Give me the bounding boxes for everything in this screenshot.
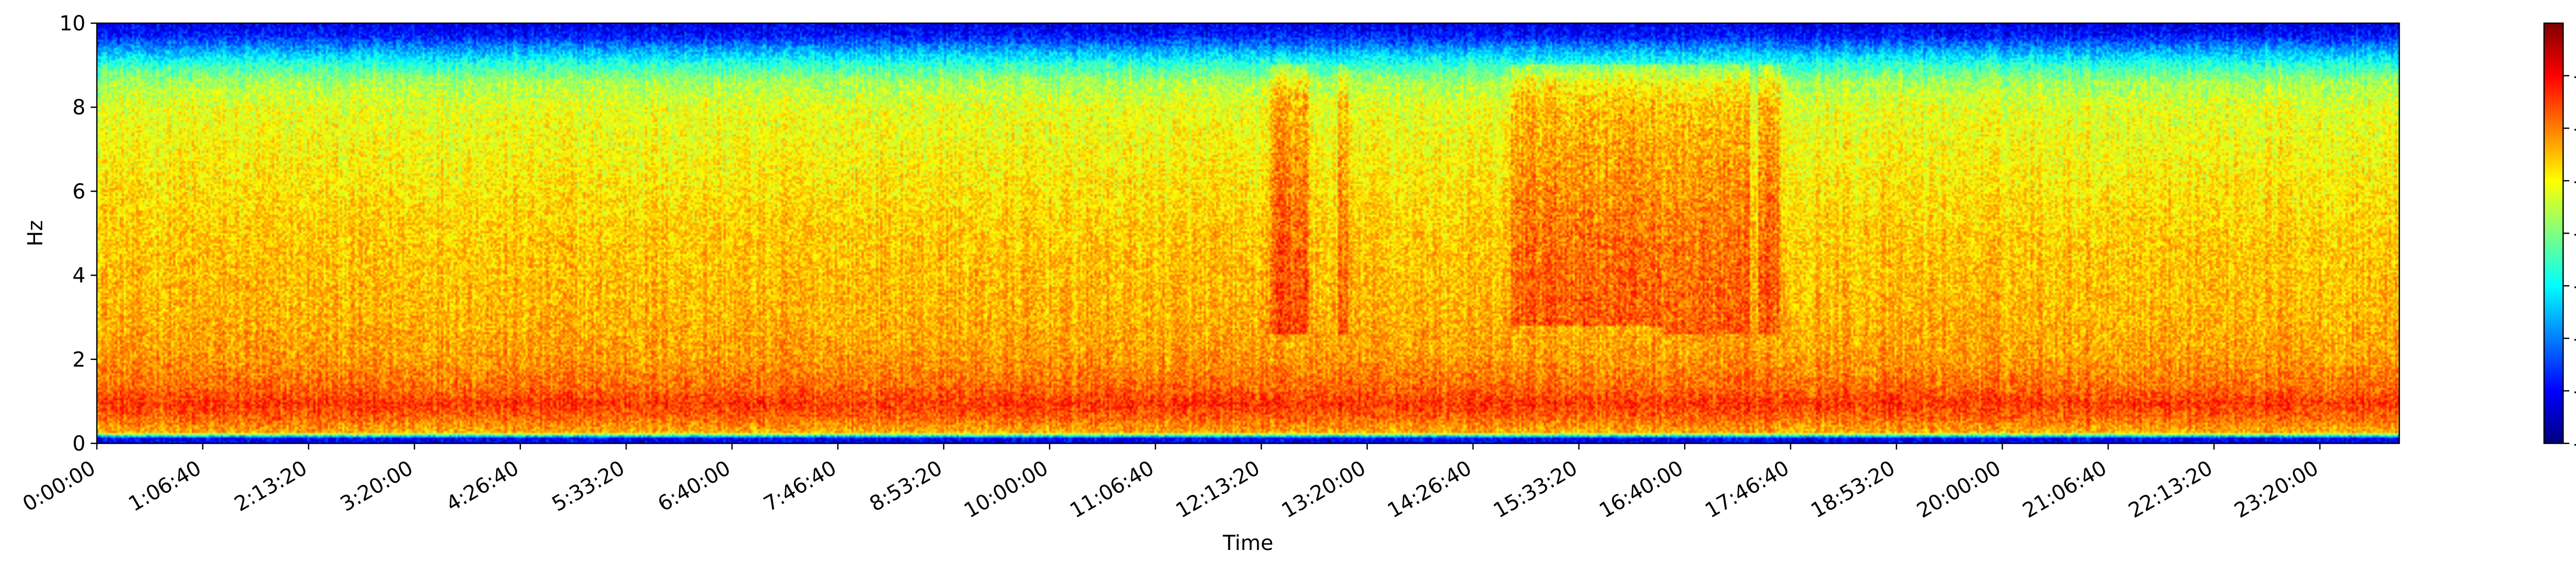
- y-tick-label: 2: [73, 348, 86, 372]
- x-tick-label: 14:26:40: [1384, 456, 1476, 523]
- colorbar-tick-label: -10 dB: [2573, 64, 2576, 88]
- x-tick-label: 11:06:40: [1066, 456, 1158, 523]
- y-tick-label: 10: [59, 12, 86, 36]
- x-axis-label: Time: [1223, 531, 1274, 555]
- x-tick-label: 20:00:00: [1913, 456, 2005, 523]
- spectrogram-heatmap: [97, 23, 2399, 443]
- y-tick-label: 0: [73, 432, 86, 456]
- x-tick-label: 10:00:00: [960, 456, 1053, 523]
- x-tick-label: 1:06:40: [125, 456, 206, 516]
- x-tick-label: 2:13:20: [230, 456, 311, 516]
- y-tick-label: 8: [73, 96, 86, 119]
- x-tick-label: 0:00:00: [19, 456, 99, 516]
- colorbar-tick-label: -40 dB: [2573, 222, 2576, 246]
- colorbar-tick-label: -20 dB: [2573, 117, 2576, 141]
- x-tick-label: 4:26:40: [442, 456, 523, 516]
- plot-frame: [96, 22, 2400, 444]
- x-tick-label: 7:46:40: [760, 456, 841, 516]
- colorbar-tick-label: -60 dB: [2573, 327, 2576, 351]
- colorbar-tick-label: -70 dB: [2573, 380, 2576, 403]
- x-tick-label: 17:46:40: [1701, 456, 1793, 523]
- x-tick-label: 5:33:20: [548, 456, 629, 516]
- y-tick-label: 6: [73, 180, 86, 203]
- colorbar-gradient: [2544, 23, 2563, 443]
- y-tick-label: 4: [73, 264, 86, 288]
- x-tick-label: 18:53:20: [1807, 456, 1899, 523]
- colorbar-tick-label: -30 dB: [2573, 169, 2576, 193]
- x-tick-label: 16:40:00: [1595, 456, 1687, 523]
- x-tick-label: 23:20:00: [2230, 456, 2323, 523]
- x-tick-label: 15:33:20: [1489, 456, 1582, 523]
- colorbar-tick-label: -80 dB: [2573, 432, 2576, 456]
- colorbar-frame: [2543, 22, 2564, 444]
- x-tick-label: 6:40:00: [654, 456, 735, 516]
- y-axis-label: Hz: [24, 220, 47, 246]
- x-tick-label: 12:13:20: [1172, 456, 1264, 523]
- x-tick-label: 3:20:00: [336, 456, 417, 516]
- colorbar-tick-label: -50 dB: [2573, 274, 2576, 298]
- x-tick-label: 21:06:40: [2019, 456, 2111, 523]
- x-tick-label: 22:13:20: [2125, 456, 2217, 523]
- x-tick-label: 8:53:20: [866, 456, 946, 516]
- x-tick-label: 13:20:00: [1278, 456, 1370, 523]
